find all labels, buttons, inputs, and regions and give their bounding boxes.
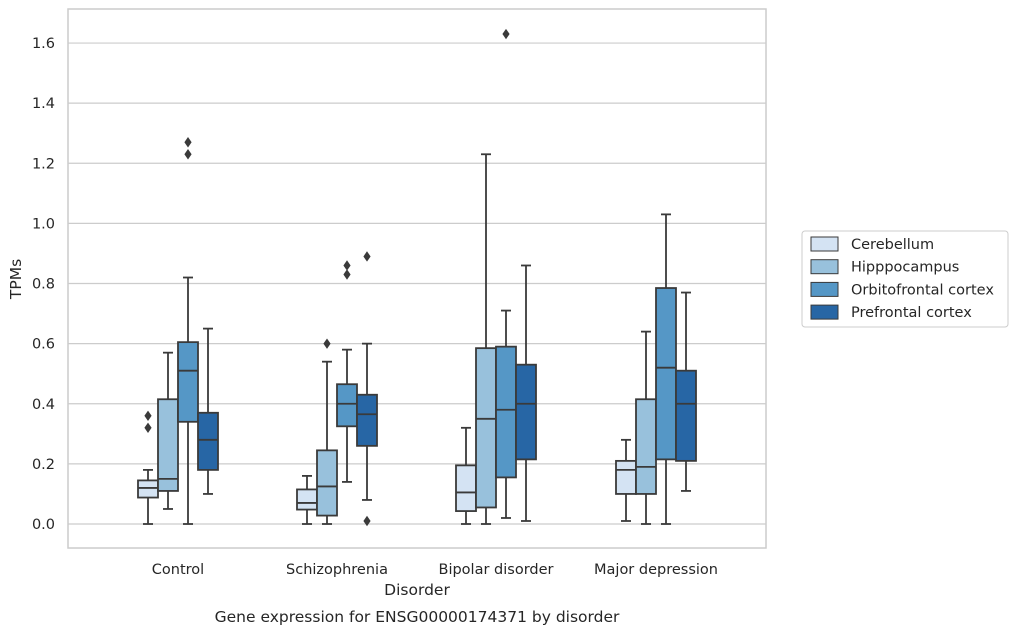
box-iqr [157,398,179,492]
y-tick-label: 1.0 [32,216,55,232]
box-hipppocampus-0 [157,351,179,510]
chart-caption: Gene expression for ENSG00000174371 by d… [215,608,620,626]
box-orbitofrontal-cortex-2 [495,28,517,519]
box-orbitofrontal-cortex-1 [336,260,358,483]
box-iqr [475,347,497,509]
legend: Cerebellum Hipppocampus Orbitofrontal cort… [801,230,1009,328]
box-cerebellum-1 [296,475,318,525]
box-prefrontal-cortex-3 [675,291,697,492]
y-tick-label: 1.6 [32,36,55,52]
box-cerebellum-0 [137,410,159,525]
outlier-point [144,422,152,434]
y-tick-label: 0.4 [32,397,55,413]
outlier-point [363,515,371,527]
box-prefrontal-cortex-0 [197,327,219,495]
x-tick-label: Major depression [594,562,718,578]
legend-swatch [810,281,839,297]
y-ticks: 0.0 0.2 0.4 0.6 0.8 1.0 1.2 1.4 1.6 [32,36,55,533]
x-tick-label: Bipolar disorder [439,562,554,578]
box-iqr [356,393,378,447]
outlier-point [502,28,510,40]
y-tick-label: 0.2 [32,457,55,473]
box-iqr [296,488,318,511]
outlier-point [144,410,152,421]
box-hipppocampus-1 [316,338,338,525]
box-prefrontal-cortex-2 [515,264,537,522]
box-prefrontal-cortex-1 [356,251,378,527]
x-ticks: Control Schizophrenia Bipolar disorder Majo… [152,562,718,578]
legend-label: Orbitofrontal cortex [851,282,994,298]
box-orbitofrontal-cortex-0 [177,137,199,525]
outlier-point [323,338,331,349]
y-tick-label: 0.0 [32,517,55,533]
legend-label: Hipppocampus [851,260,959,276]
x-tick-label: Schizophrenia [286,562,388,578]
legend-label: Prefrontal cortex [851,305,972,321]
y-tick-label: 0.8 [32,277,55,293]
y-tick-label: 1.4 [32,96,55,112]
box-iqr [197,411,219,471]
legend-swatch [810,304,839,320]
x-axis-label: Disorder [384,581,450,599]
legend-swatch [810,236,839,252]
box-iqr [336,383,358,428]
y-tick-label: 0.6 [32,337,55,353]
legend-frame [801,230,1009,328]
y-axis-label: TPMs [7,259,25,300]
box-iqr [675,369,697,462]
box-iqr [137,479,159,499]
box-hipppocampus-3 [635,330,657,525]
legend-label: Cerebellum [851,237,934,253]
boxes [137,28,697,527]
legend-swatch [810,259,839,275]
outlier-point [343,269,351,280]
box-iqr [615,459,637,495]
box-iqr [635,398,657,495]
box-orbitofrontal-cortex-3 [655,213,677,525]
box-iqr [455,464,477,512]
outlier-point [184,137,192,148]
box-iqr [655,287,677,461]
box-iqr [515,363,537,461]
box-iqr [495,345,517,479]
x-tick-label: Control [152,562,204,578]
outlier-point [363,251,371,262]
box-iqr [316,449,338,517]
outlier-point [343,260,351,271]
box-iqr [177,341,199,423]
y-tick-label: 1.2 [32,156,55,172]
outlier-point [184,149,192,160]
